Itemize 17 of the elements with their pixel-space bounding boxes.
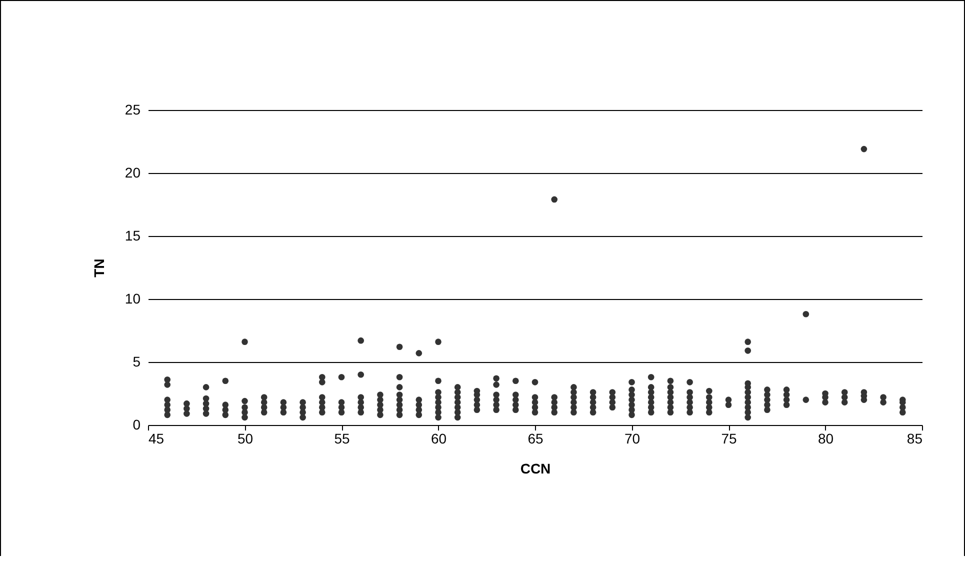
x-tick-label: 80 [818, 430, 834, 446]
x-tick-label: 85 [906, 430, 923, 446]
y-tick-label: 15 [124, 228, 141, 244]
x-tick-label: 50 [237, 430, 254, 446]
y-axis-title: TN [90, 258, 107, 278]
x-tick-label: 60 [430, 430, 447, 446]
y-tick-label: 5 [132, 354, 141, 370]
y-tick-label: 0 [132, 416, 141, 432]
x-tick-label: 70 [624, 430, 640, 446]
x-tick-label: 45 [148, 430, 164, 446]
x-axis-title: CCN [520, 460, 551, 476]
x-tick-label: 65 [528, 430, 544, 446]
y-tick-label: 20 [124, 164, 141, 180]
y-tick-label: 10 [124, 290, 141, 306]
x-tick-label: 75 [721, 430, 737, 446]
y-tick-label: 25 [124, 102, 141, 118]
x-tick-label: 55 [334, 430, 350, 446]
